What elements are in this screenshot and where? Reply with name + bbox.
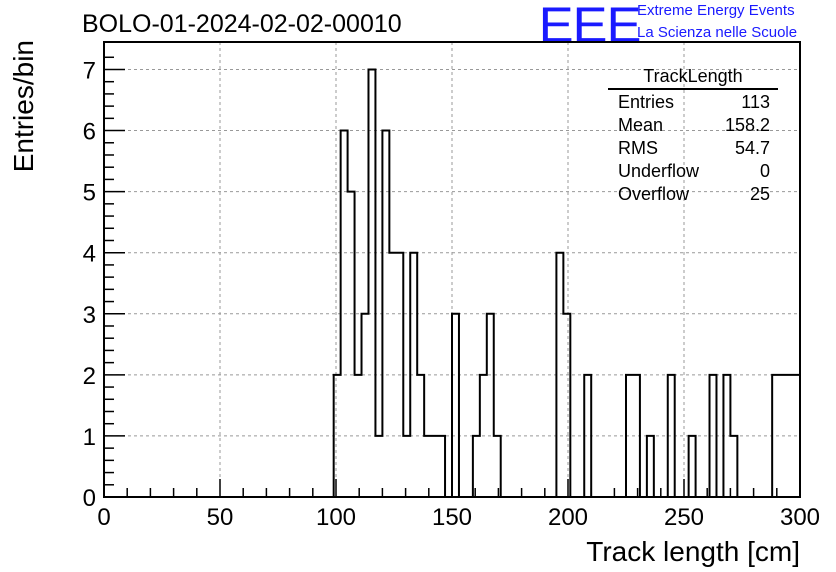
histogram-bin: [452, 314, 459, 497]
y-tick-label: 2: [83, 363, 96, 390]
y-tick-label: 4: [83, 241, 96, 268]
histogram-bin: [424, 436, 431, 497]
y-tick-label: 5: [83, 180, 96, 207]
y-tick-label: 1: [83, 424, 96, 451]
stats-label: RMS: [618, 138, 658, 158]
histogram-bin: [647, 436, 654, 497]
y-tick-label: 7: [83, 57, 96, 84]
stats-label: Underflow: [618, 161, 700, 181]
stats-title: TrackLength: [608, 66, 778, 90]
stats-box: TrackLength Entries 113 Mean 158.2 RMS 5…: [608, 66, 778, 206]
x-tick-label: 150: [432, 504, 472, 531]
stats-row-mean: Mean 158.2: [608, 114, 778, 137]
histogram-bin: [362, 314, 369, 497]
x-tick-label: 250: [664, 504, 704, 531]
stats-label: Overflow: [618, 184, 690, 204]
histogram-bin: [563, 314, 570, 497]
y-axis-label: Entries/bin: [8, 40, 39, 172]
histogram-bin: [348, 192, 355, 497]
y-tick-label: 6: [83, 119, 96, 146]
histogram-bin: [438, 436, 445, 497]
logo-line-1: Extreme Energy Events: [637, 2, 795, 19]
histogram-bin: [403, 436, 410, 497]
stats-row-rms: RMS 54.7: [608, 137, 778, 160]
histogram-bin: [730, 436, 737, 497]
y-tick-label: 3: [83, 302, 96, 329]
histogram-bin: [368, 69, 375, 497]
stats-row-underflow: Underflow 0: [608, 160, 778, 183]
logo-line-2: La Scienza nelle Scuole: [637, 24, 798, 41]
histogram-bin: [487, 314, 494, 497]
stats-value: 158.2: [724, 115, 770, 135]
histogram-title: BOLO-01-2024-02-02-00010: [82, 10, 402, 38]
x-tick-label: 200: [548, 504, 588, 531]
y-tick-labels: 0 1 2 3 4 5 6 7: [83, 57, 96, 512]
histogram-bin: [431, 436, 438, 497]
axis-ticks: [103, 56, 801, 498]
x-axis-label: Track length [cm]: [586, 536, 800, 567]
x-tick-labels: 0 50 100 150 200 250 300: [97, 504, 820, 531]
x-tick-label: 100: [316, 504, 356, 531]
histogram-bin: [689, 436, 696, 497]
stats-value: 54.7: [734, 138, 770, 158]
histogram-bin: [494, 436, 501, 497]
y-tick-label: 0: [83, 485, 96, 512]
stats-label: Mean: [618, 115, 664, 135]
x-tick-label: 0: [97, 504, 110, 531]
stats-row-overflow: Overflow 25: [608, 183, 778, 206]
stats-label: Entries: [618, 92, 675, 112]
stats-row-entries: Entries 113: [608, 91, 778, 114]
stats-value: 113: [741, 92, 770, 112]
x-tick-label: 50: [207, 504, 234, 531]
histogram-bin: [473, 436, 480, 497]
stats-value: 25: [749, 184, 770, 204]
x-tick-label: 300: [780, 504, 820, 531]
stats-value: 0: [759, 161, 770, 181]
histogram-bin: [375, 436, 382, 497]
